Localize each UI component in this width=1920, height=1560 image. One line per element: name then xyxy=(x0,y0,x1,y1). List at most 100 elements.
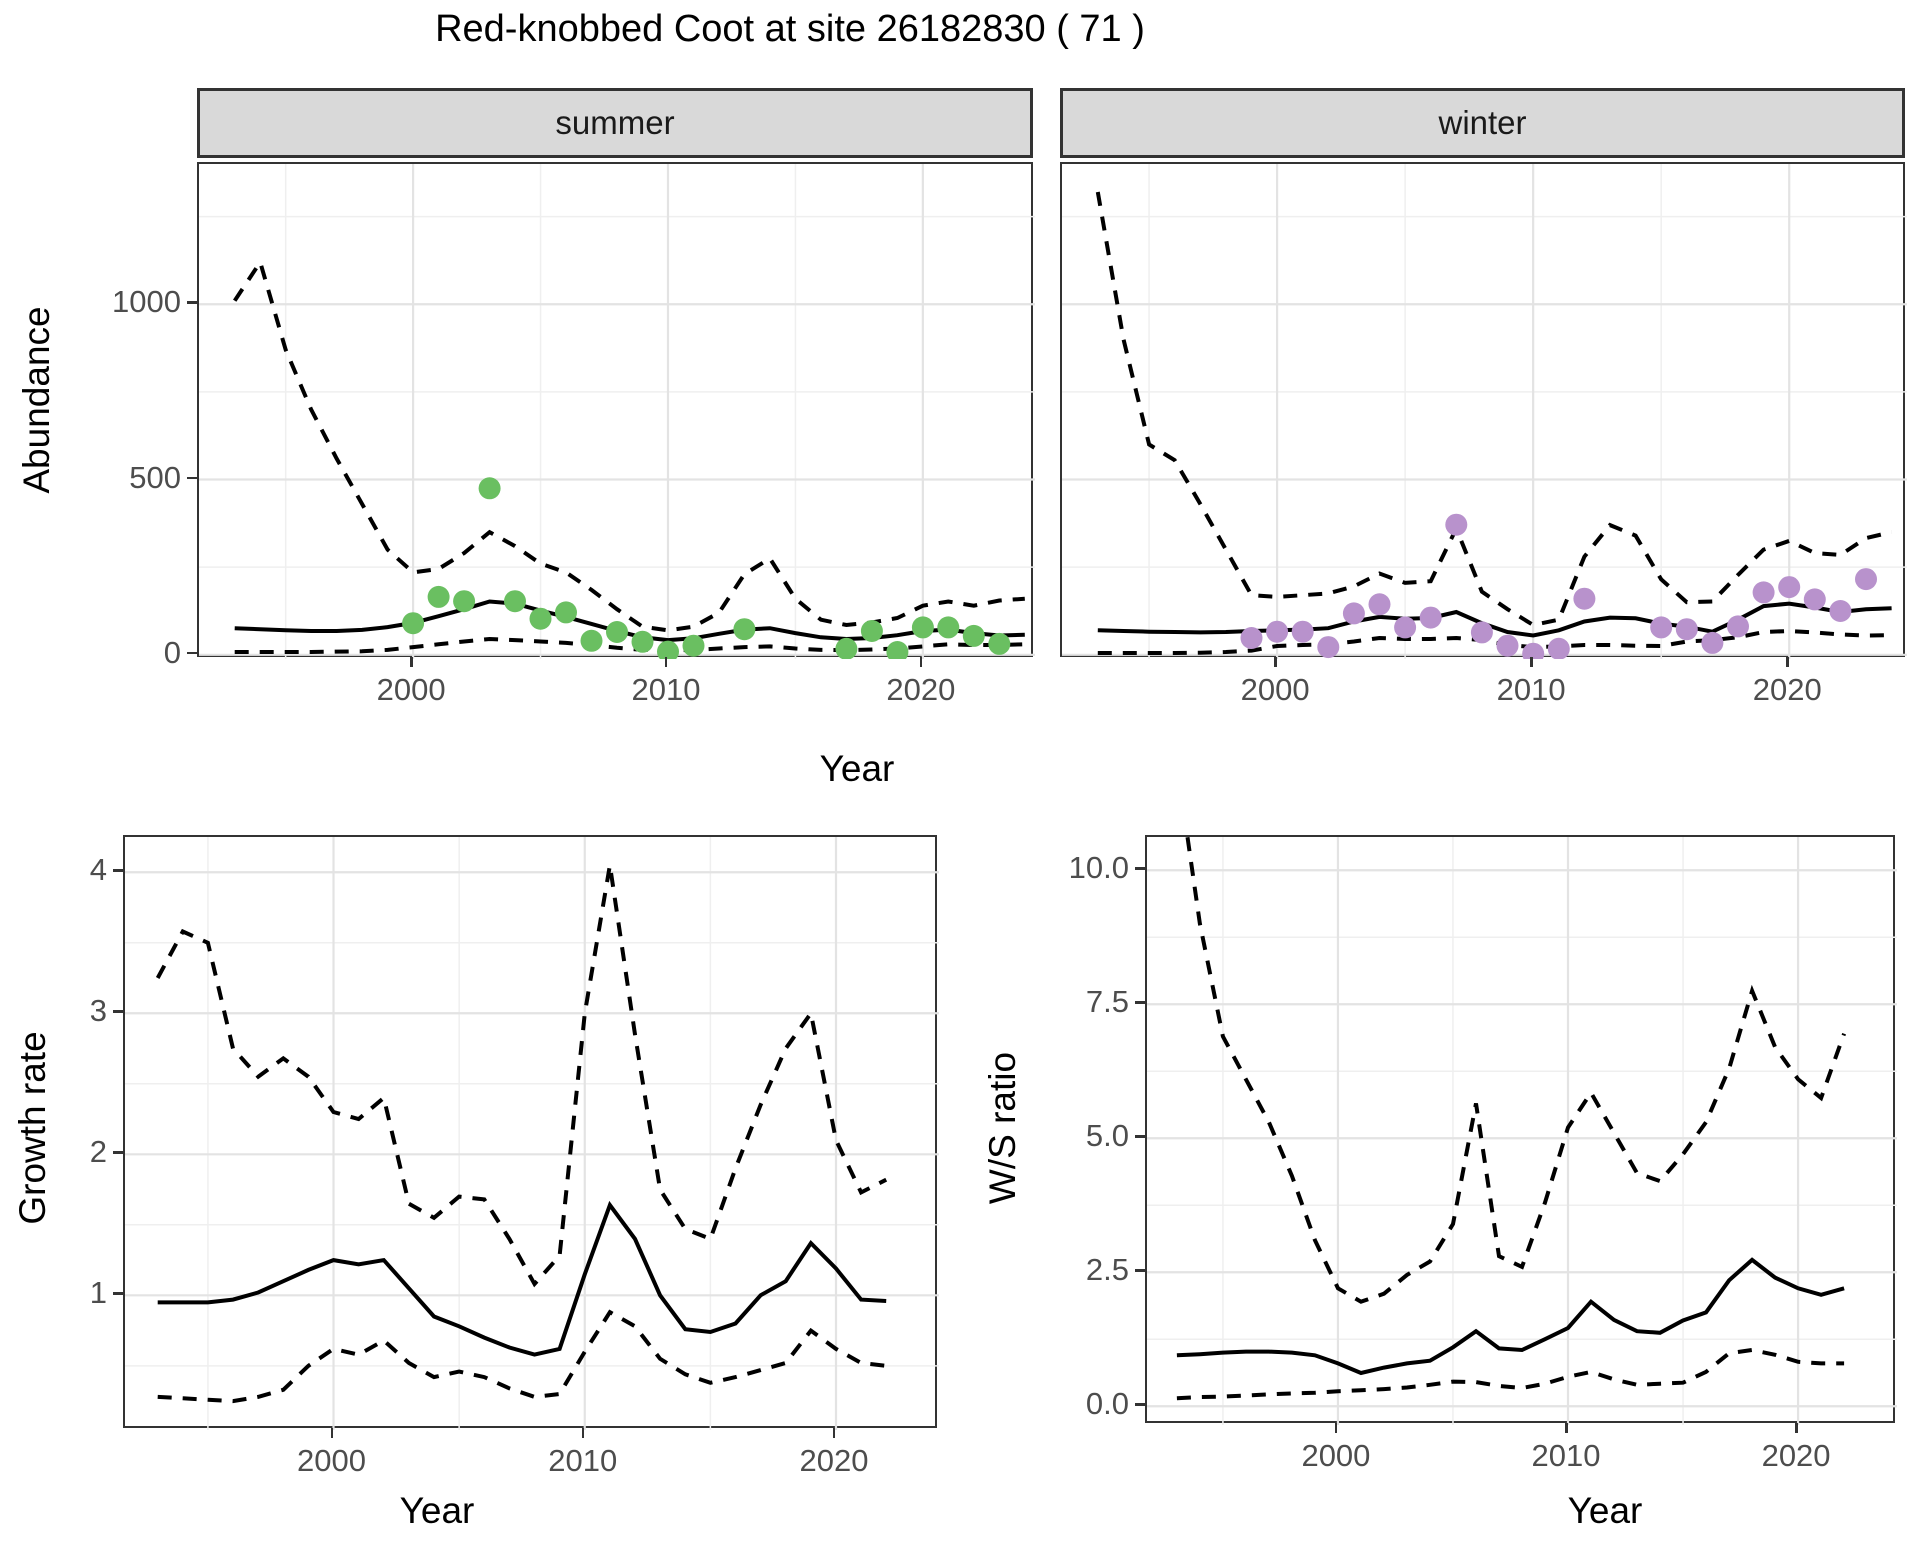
axis-title-year-ws: Year xyxy=(1567,1490,1643,1531)
data-point xyxy=(1778,576,1801,599)
grid-major xyxy=(125,837,939,1430)
data-point xyxy=(402,612,425,635)
points-observed-summer xyxy=(402,477,1011,659)
data-point xyxy=(1522,642,1545,659)
grid-minor xyxy=(199,164,1035,659)
data-point xyxy=(631,630,654,653)
y-tick-mark xyxy=(113,869,123,872)
data-point xyxy=(860,620,883,642)
y-tick-mark xyxy=(1135,1135,1145,1138)
x-tick-mark xyxy=(1565,1423,1568,1433)
y-tick-label: 500 xyxy=(129,459,181,495)
x-tick-mark xyxy=(1334,1423,1338,1433)
data-point xyxy=(1419,606,1442,629)
x-tick-mark xyxy=(1786,657,1789,667)
axis-title-year-growth: Year xyxy=(399,1490,475,1531)
grid-minor xyxy=(125,837,939,1430)
data-point xyxy=(1445,513,1468,536)
y-tick-label: 2.5 xyxy=(1085,1252,1129,1288)
abundance-summer-plot xyxy=(199,164,1035,659)
data-point xyxy=(478,477,501,500)
y-tick-label: 4 xyxy=(89,852,107,888)
data-point xyxy=(1675,618,1698,641)
grid-major xyxy=(1147,837,1897,1425)
data-point xyxy=(835,637,858,659)
data-point xyxy=(1291,620,1314,643)
data-point xyxy=(529,607,552,630)
x-tick-mark xyxy=(919,657,923,667)
data-point xyxy=(1650,616,1673,639)
data-point xyxy=(1803,588,1826,611)
panel-abundance-winter xyxy=(1060,162,1907,659)
series-mean xyxy=(1097,601,1892,638)
y-tick-mark xyxy=(113,1010,123,1013)
y-tick-mark xyxy=(187,476,197,479)
data-point xyxy=(1855,568,1877,591)
y-tick-mark xyxy=(187,651,197,655)
data-point xyxy=(962,624,985,647)
grid-minor xyxy=(1147,837,1897,1425)
grid-minor xyxy=(1062,164,1907,659)
x-tick-label: 2000 xyxy=(1240,672,1310,707)
x-tick-label: 2010 xyxy=(631,672,701,707)
x-tick-mark xyxy=(1274,657,1277,667)
data-point xyxy=(988,632,1011,655)
series-ci-upper xyxy=(155,864,888,1288)
series-mean xyxy=(157,1200,887,1357)
data-point xyxy=(1573,587,1596,610)
y-tick-mark xyxy=(1135,1001,1145,1004)
panel-growth-rate xyxy=(123,835,939,1430)
data-point xyxy=(580,629,603,652)
data-point xyxy=(1829,600,1852,622)
data-point xyxy=(453,590,476,613)
series-ci-lower xyxy=(1176,1347,1845,1401)
data-point xyxy=(1470,621,1493,644)
series-ci-upper xyxy=(1185,837,1846,1304)
x-tick-label: 2000 xyxy=(1301,1438,1371,1473)
y-tick-label: 7.5 xyxy=(1085,984,1129,1020)
x-tick-mark xyxy=(581,1428,585,1438)
data-point xyxy=(657,640,679,659)
data-point xyxy=(682,634,705,657)
data-point xyxy=(886,641,909,659)
data-point xyxy=(937,616,960,639)
y-tick-label: 5.0 xyxy=(1085,1118,1129,1154)
series-ci-lower xyxy=(1097,628,1892,655)
ws-ratio-plot xyxy=(1147,837,1897,1425)
x-tick-label: 2000 xyxy=(376,672,446,707)
data-point xyxy=(1727,615,1749,638)
y-tick-mark xyxy=(1135,1269,1145,1272)
data-point xyxy=(1701,631,1724,654)
facet-strip-winter: winter xyxy=(1060,88,1905,158)
data-point xyxy=(733,618,756,641)
y-tick-mark xyxy=(187,301,197,304)
y-tick-label: 0.0 xyxy=(1085,1386,1129,1422)
y-tick-mark xyxy=(1135,1403,1145,1406)
axis-title-ws-ratio: W/S ratio xyxy=(982,1051,1023,1205)
data-point xyxy=(1394,616,1417,639)
data-point xyxy=(1317,636,1340,659)
x-tick-label: 2010 xyxy=(1496,672,1566,707)
series-ci-upper xyxy=(1095,191,1893,628)
y-tick-label: 10.0 xyxy=(1068,850,1129,886)
panel-ws-ratio xyxy=(1145,835,1897,1425)
data-point xyxy=(606,621,628,643)
facet-strip-summer: summer xyxy=(197,88,1033,158)
x-tick-mark xyxy=(1530,657,1533,667)
data-point xyxy=(1496,634,1519,657)
data-point xyxy=(555,601,577,624)
abundance-winter-plot xyxy=(1062,164,1907,659)
data-point xyxy=(427,585,450,608)
y-tick-label: 1000 xyxy=(112,284,181,320)
series-mean xyxy=(234,599,1025,643)
axis-title-year-top: Year xyxy=(819,748,895,789)
facet-strip-winter-label: winter xyxy=(1438,104,1527,141)
data-point xyxy=(1368,593,1391,616)
x-tick-label: 2000 xyxy=(297,1443,366,1478)
series-ci-lower xyxy=(157,1309,887,1404)
y-tick-mark xyxy=(113,1151,123,1154)
data-point xyxy=(1752,581,1775,604)
data-point xyxy=(1342,602,1365,625)
grid-major xyxy=(199,164,1035,659)
